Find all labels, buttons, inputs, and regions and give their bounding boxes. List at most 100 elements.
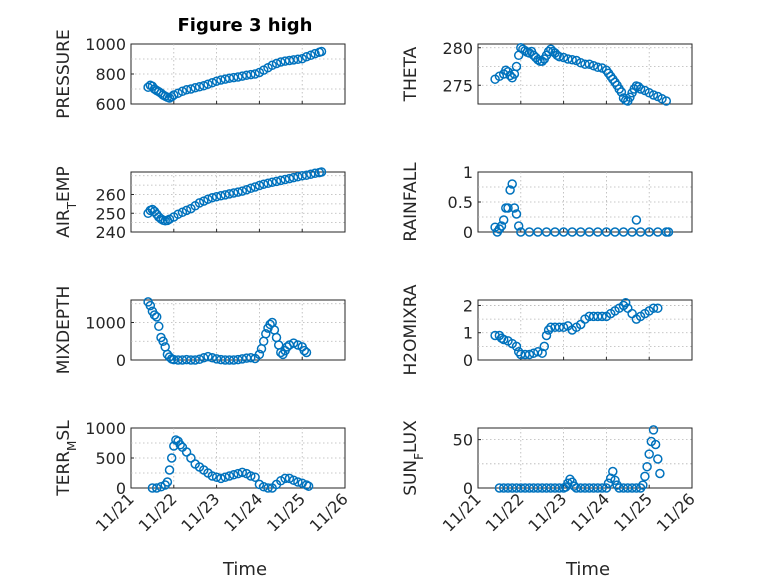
data-point [224, 73, 235, 83]
data-point [301, 347, 312, 358]
data-point [207, 471, 218, 481]
data-point [554, 51, 565, 62]
x-axis-label-right: Time [565, 559, 610, 580]
data-point [203, 351, 213, 362]
x-tick-label: 11/25 [610, 489, 656, 535]
data-point [173, 209, 183, 219]
data-point [625, 92, 635, 103]
data-point [306, 50, 316, 61]
y-axis-label: RAINFALL [401, 162, 421, 242]
data-point [250, 182, 260, 192]
data-point [261, 329, 271, 339]
data-point [190, 83, 200, 93]
data-point [237, 186, 248, 196]
data-point [276, 175, 286, 186]
data-point [151, 483, 162, 493]
data-point [580, 59, 590, 69]
y-tick-label: 280 [442, 39, 473, 58]
data-point [584, 59, 595, 69]
data-point [288, 172, 299, 183]
x-tick-label: 11/24 [567, 489, 613, 535]
data-point [175, 440, 185, 450]
series-markers [143, 167, 327, 226]
data-point [642, 461, 652, 472]
data-point [211, 191, 222, 202]
y-axis-label: THETA [401, 46, 421, 102]
data-point [233, 72, 243, 82]
y-tick-label: 240 [95, 223, 126, 242]
data-point [207, 192, 218, 203]
x-tick-label: 11/26 [306, 489, 352, 535]
figure-title: Figure 3 high [178, 15, 313, 36]
data-point [524, 349, 535, 360]
data-point [539, 341, 550, 352]
y-tick-label: 0.5 [448, 193, 473, 212]
data-point [293, 340, 303, 350]
data-point [293, 171, 303, 182]
data-point [650, 439, 661, 450]
data-point [567, 55, 577, 65]
data-point [588, 60, 599, 71]
data-point [267, 60, 277, 71]
data-point [250, 69, 260, 79]
data-point [533, 55, 543, 65]
data-point [254, 180, 265, 191]
panel-mixdepth: 0 1000 MIXDEPTH [54, 286, 346, 374]
y-tick-label: 1 [463, 324, 473, 343]
data-point [288, 338, 299, 348]
series-markers [143, 297, 312, 365]
x-axis-label-left: Time [222, 559, 267, 580]
data-point [648, 90, 659, 100]
data-point [648, 303, 659, 313]
data-point [233, 354, 243, 365]
data-point [241, 185, 252, 195]
data-point [513, 221, 524, 231]
data-point [293, 54, 303, 65]
y-tick-label: 50 [453, 431, 473, 450]
data-point [558, 322, 569, 333]
data-point [224, 471, 235, 481]
data-point [250, 472, 260, 482]
x-tick-label: 11/22 [482, 489, 528, 535]
data-point [164, 465, 175, 475]
y-axis-label: TERRMSL [54, 420, 79, 497]
data-point [246, 353, 256, 363]
data-point [554, 322, 565, 333]
series-markers [490, 297, 663, 360]
data-point [608, 466, 618, 477]
x-tick-label: 11/23 [524, 489, 570, 535]
data-point [280, 174, 290, 185]
data-point [505, 185, 515, 195]
data-point [597, 311, 607, 322]
x-tick-label: 11/21 [92, 489, 138, 535]
data-point [276, 347, 286, 358]
data-point [661, 96, 672, 106]
data-point [610, 475, 620, 486]
data-point [216, 473, 226, 484]
y-axis-label: SUNFLUX [401, 420, 426, 496]
data-point [663, 227, 674, 237]
data-point [554, 483, 565, 493]
data-point [301, 52, 312, 62]
data-point [509, 203, 520, 213]
data-point [154, 321, 164, 332]
data-point [507, 179, 517, 189]
data-point [220, 472, 230, 482]
data-point [297, 53, 307, 64]
data-point [276, 57, 286, 67]
data-point [194, 354, 205, 365]
y-tick-label: 0 [116, 351, 126, 370]
data-point [597, 483, 607, 493]
y-tick-label: 1000 [85, 419, 126, 438]
y-tick-label: 1000 [85, 35, 126, 54]
data-point [511, 209, 522, 219]
data-point [288, 475, 299, 485]
x-tick-label: 11/23 [177, 489, 223, 535]
data-point [635, 84, 646, 94]
plot-area [477, 427, 693, 489]
data-point [228, 72, 239, 83]
series-markers [147, 435, 314, 493]
data-point [498, 334, 509, 345]
